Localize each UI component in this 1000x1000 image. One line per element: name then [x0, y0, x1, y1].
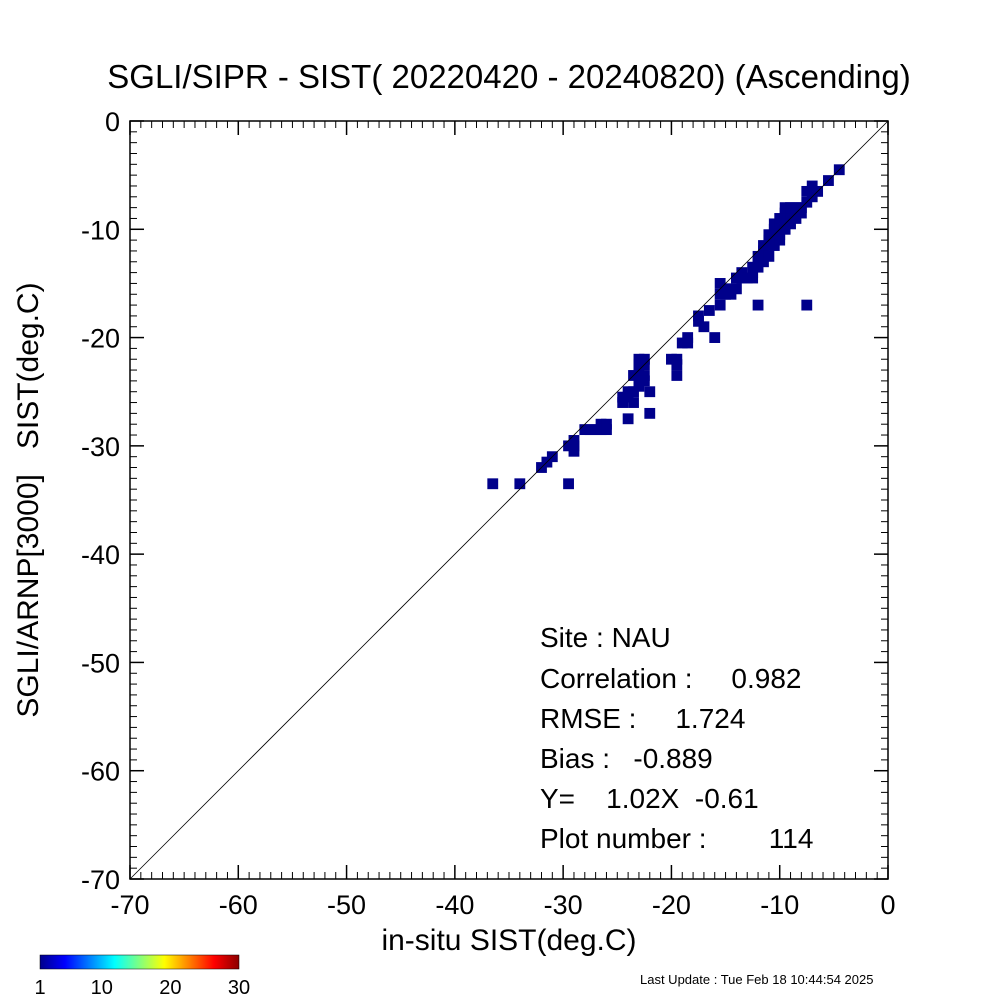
bin-cell — [763, 250, 775, 262]
y-tick-label: -60 — [81, 757, 120, 787]
colorbar-tick-label: 30 — [228, 977, 250, 999]
bin-cell — [736, 267, 748, 279]
bin-cell — [801, 299, 813, 311]
bin-cell — [622, 413, 634, 425]
stats-box: Site : NAU Correlation : 0.982 RMSE : 1.… — [540, 622, 813, 854]
colorbar-tick-labels: 1 10 20 30 — [34, 977, 250, 999]
bin-cell — [747, 272, 759, 284]
bin-cell — [487, 478, 499, 490]
colorbar-tick-label: 1 — [34, 977, 45, 999]
colorbar: 1 10 20 30 — [34, 954, 250, 999]
chart-title: SGLI/SIPR - SIST( 20220420 - 20240820) (… — [107, 58, 910, 95]
bin-cell — [628, 397, 639, 408]
bin-cell — [671, 370, 683, 381]
x-axis-label: in-situ SIST(deg.C) — [381, 924, 636, 957]
bin-cell — [779, 202, 791, 214]
bin-cell — [795, 207, 807, 219]
bin-cell — [741, 272, 753, 284]
bins — [487, 164, 845, 490]
bin-cell — [774, 234, 786, 246]
major-ticks — [129, 120, 889, 880]
bin-cell — [584, 424, 596, 436]
y-tick-label: -10 — [81, 215, 120, 245]
bin-cell — [806, 180, 818, 192]
bin-cell — [682, 332, 694, 343]
colorbar-tick-label: 20 — [159, 977, 181, 999]
y-tick-label: 0 — [105, 107, 120, 137]
bin-cell — [644, 386, 656, 398]
bin-cell — [638, 375, 650, 387]
minor-ticks — [130, 121, 888, 879]
y-tick-labels: 0 -10 -20 -30 -40 -50 -60 -70 — [81, 107, 120, 895]
bin-cell — [714, 278, 726, 289]
x-tick-label: -10 — [760, 890, 799, 920]
bin-cell — [644, 407, 656, 419]
bin-cell — [703, 305, 715, 316]
stat-regression: Y= 1.02X -0.61 — [540, 783, 759, 814]
plot-area: -70 -60 -50 -40 -30 -20 -10 0 0-10-20-30-40-50-… — [81, 107, 896, 920]
y-tick-label: -40 — [81, 540, 120, 570]
last-update: Last Update : Tue Feb 18 10:44:54 2025 — [640, 972, 873, 987]
x-tick-label: -50 — [327, 890, 366, 920]
x-tick-label: -20 — [652, 890, 691, 920]
bin-cell — [730, 283, 742, 295]
bin-cell — [676, 337, 688, 349]
y-tick-label: -30 — [81, 432, 120, 462]
colorbar-tick-label: 10 — [91, 977, 113, 999]
bin-cell — [779, 223, 791, 235]
bin-cell — [774, 213, 786, 224]
one-to-one-line — [129, 120, 889, 880]
bin-cell — [671, 359, 683, 371]
bin-cell — [601, 424, 612, 436]
stat-plot-number: Plot number : 114 — [540, 823, 813, 854]
bin-cell — [568, 440, 580, 452]
stat-bias: Bias : -0.889 — [540, 743, 713, 774]
x-tick-label: -60 — [219, 890, 258, 920]
bin-cell — [698, 321, 710, 333]
stat-rmse: RMSE : 1.724 — [540, 703, 745, 734]
bin-cell — [714, 299, 726, 311]
x-tick-label: -70 — [110, 890, 149, 920]
colorbar-gradient — [39, 954, 240, 970]
x-tick-label: -30 — [544, 890, 583, 920]
bin-cell — [714, 288, 726, 300]
x-tick-label: 0 — [880, 890, 895, 920]
y-axis-label: SGLI/ARNP[3000] SIST(deg.C) — [12, 282, 45, 717]
bin-cell — [514, 478, 526, 490]
bin-cell — [693, 315, 704, 327]
x-tick-label: -40 — [435, 890, 474, 920]
bin-cell — [617, 391, 629, 403]
bin-cell — [590, 424, 602, 436]
y-tick-label: -50 — [81, 648, 120, 678]
bin-cell — [752, 299, 764, 311]
stat-correlation: Correlation : 0.982 — [540, 663, 801, 694]
y-tick-label: -70 — [81, 865, 120, 895]
y-tick-label: -20 — [81, 324, 120, 354]
x-tick-labels: -70 -60 -50 -40 -30 -20 -10 0 — [110, 890, 895, 920]
bin-cell — [709, 332, 721, 343]
stat-site: Site : NAU — [540, 622, 671, 653]
bin-cell — [801, 185, 813, 197]
bin-cell — [790, 213, 802, 224]
bin-cell — [747, 267, 759, 279]
bin-cell — [563, 478, 574, 490]
